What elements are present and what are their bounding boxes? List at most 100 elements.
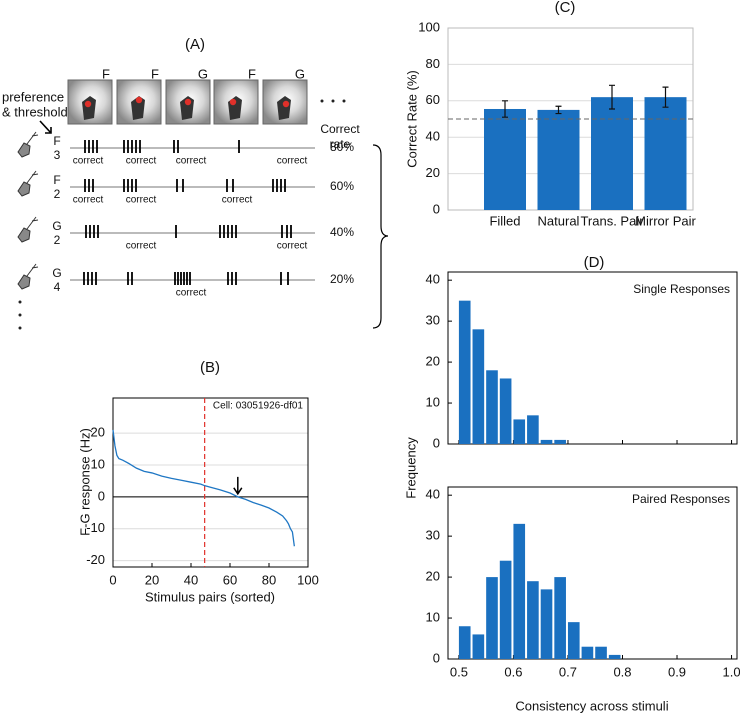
y-tick-label: 30: [426, 528, 440, 543]
side-label: preference: [2, 89, 64, 104]
x-tick-label: 20: [145, 572, 159, 587]
correct-label: correct: [126, 195, 157, 206]
ellipsis: [18, 99, 346, 330]
chart-title: (C): [555, 0, 576, 16]
x-tick-label: Trans. Pair: [580, 213, 644, 228]
spikes: [85, 225, 292, 238]
chart-title: (B): [200, 359, 220, 376]
x-axis-label: Consistency across stimuli: [515, 698, 668, 713]
stimulus-label: G: [198, 66, 208, 81]
spikes: [84, 140, 240, 153]
fixation-dot: [135, 96, 143, 104]
x-tick-label: 0.8: [613, 664, 631, 679]
stimulus-label: G: [295, 66, 305, 81]
correct-label: correct: [176, 156, 207, 167]
stimulus-shape: [131, 96, 145, 120]
x-tick-label: 0.7: [559, 664, 577, 679]
y-tick-label: 0: [433, 201, 440, 216]
correct-label: correct: [277, 156, 308, 167]
histogram-bar: [540, 589, 553, 659]
annotation: Cell: 03051926-df01: [213, 401, 304, 412]
histogram-bar: [527, 415, 539, 444]
preference-label: F: [53, 134, 60, 148]
y-axis-label: Frequency: [403, 437, 418, 499]
x-tick-label: 0.6: [504, 664, 522, 679]
histogram-bar: [486, 370, 498, 444]
histogram-bar: [513, 523, 526, 659]
y-tick-label: 0: [433, 435, 440, 450]
histogram-bar: [458, 626, 471, 659]
y-tick-label: 20: [91, 425, 105, 440]
y-tick-label: 60: [426, 92, 440, 107]
rate-value: 60%: [330, 179, 354, 193]
histogram-bar: [581, 646, 594, 659]
x-tick-label: 0.9: [668, 664, 686, 679]
x-tick-label: 80: [262, 572, 276, 587]
preference-label: F: [53, 173, 60, 187]
histogram-bar: [472, 329, 485, 444]
y-tick-label: 40: [426, 129, 440, 144]
neuron: [17, 263, 39, 290]
x-tick-label: 0.5: [450, 664, 468, 679]
y-tick-label: 20: [426, 569, 440, 584]
plot-frame: [447, 271, 738, 445]
y-tick-label: 40: [426, 487, 440, 502]
threshold-arrow: [39, 120, 52, 134]
bar: [591, 97, 633, 210]
histogram-bar: [554, 439, 566, 444]
histogram-bar: [499, 560, 512, 659]
preference-label: G: [52, 219, 61, 233]
fixation-dot: [184, 98, 192, 106]
y-tick-label: 100: [418, 19, 440, 34]
bar: [537, 109, 580, 210]
fixation-dot: [282, 100, 290, 108]
y-tick-label: 0: [98, 488, 105, 503]
x-tick-label: Mirror Pair: [635, 213, 696, 228]
y-tick-label: 40: [426, 272, 440, 287]
error-bar: [662, 86, 669, 108]
correct-label: correct: [176, 288, 207, 299]
histogram-bar: [486, 577, 498, 659]
x-tick-label: 60: [223, 572, 237, 587]
x-axis-label: Stimulus pairs (sorted): [145, 589, 275, 604]
data-line: [112, 429, 295, 547]
stimulus-label: F: [102, 66, 110, 81]
error-bar: [555, 105, 562, 115]
histogram-bar: [458, 300, 471, 444]
rate-header: Correct: [320, 122, 360, 136]
y-tick-label: 10: [91, 456, 105, 471]
panel-title: (A): [185, 36, 205, 53]
error-bar: [609, 84, 615, 110]
rate-value: 40%: [330, 225, 354, 239]
bar: [484, 108, 526, 210]
stimulus-label: F: [151, 66, 159, 81]
histogram-bar: [472, 634, 485, 659]
histogram-bar: [527, 581, 539, 659]
brace: [372, 144, 389, 329]
y-tick-label: 20: [426, 165, 440, 180]
histogram-bar: [608, 654, 621, 659]
spikes: [84, 179, 286, 192]
neuron: [17, 170, 39, 197]
histogram-bar: [499, 378, 512, 444]
threshold-label: 2: [54, 233, 61, 247]
preference-label: G: [52, 266, 61, 280]
x-tick-label: 40: [184, 572, 198, 587]
y-tick-label: -20: [86, 552, 105, 567]
bar: [644, 97, 687, 210]
correct-label: correct: [73, 195, 104, 206]
rate-value: 20%: [330, 272, 354, 286]
y-tick-label: 30: [426, 313, 440, 328]
threshold-label: 3: [54, 148, 61, 162]
x-tick-label: 0: [109, 572, 116, 587]
histogram-bar: [513, 419, 526, 444]
y-axis-label: F-G response (Hz): [77, 428, 92, 536]
stimulus-shape: [82, 96, 96, 120]
y-axis-label: Correct Rate (%): [404, 70, 419, 168]
histogram-bar: [595, 646, 607, 659]
x-tick-label: Natural: [538, 213, 580, 228]
chart-title: (D): [584, 254, 605, 271]
y-tick-label: 10: [426, 394, 440, 409]
x-tick-label: Filled: [489, 213, 520, 228]
